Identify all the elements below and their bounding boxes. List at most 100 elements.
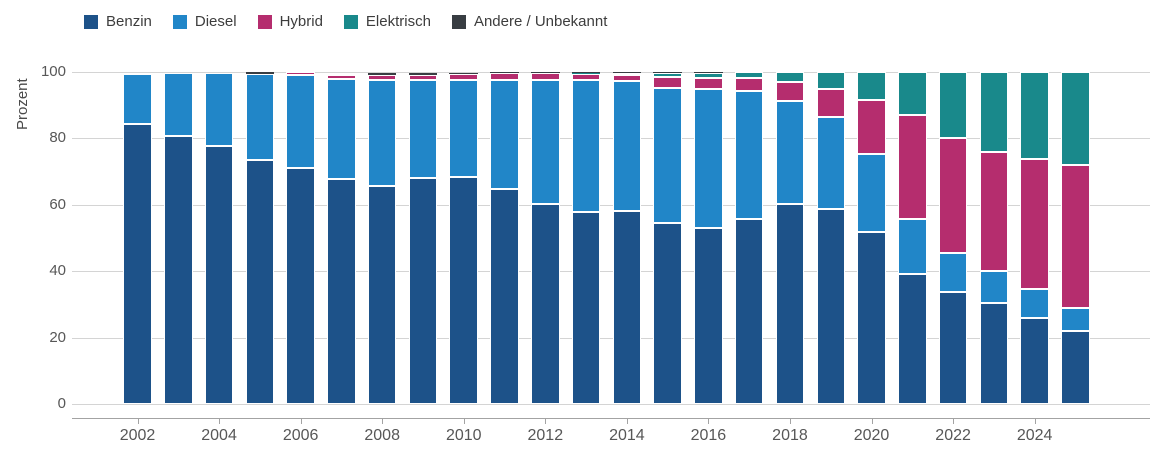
bar-segment-2015-benzin[interactable] — [653, 223, 682, 404]
bar-segment-2024-benzin[interactable] — [1020, 318, 1049, 404]
bar-segment-2014-benzin[interactable] — [612, 210, 642, 404]
bar-segment-2003-benzin[interactable] — [164, 136, 193, 404]
bar-segment-2024-diesel[interactable] — [1020, 289, 1049, 319]
bar-segment-2023-diesel[interactable] — [979, 270, 1009, 304]
bar-segment-2016-hybrid[interactable] — [694, 77, 723, 90]
bar-segment-2009-andere-unbekannt[interactable] — [408, 72, 438, 75]
bar-segment-2016-diesel[interactable] — [694, 89, 723, 229]
legend-item-andere-unbekannt[interactable]: Andere / Unbekannt — [451, 14, 607, 29]
bar-segment-2025-hybrid[interactable] — [1061, 164, 1090, 308]
bar-segment-2017-diesel[interactable] — [734, 91, 764, 220]
bar-segment-2008-benzin[interactable] — [367, 185, 397, 404]
bar-segment-2004-diesel[interactable] — [204, 73, 234, 146]
legend-item-hybrid[interactable]: Hybrid — [257, 14, 323, 29]
bar-segment-2013-benzin[interactable] — [571, 212, 601, 404]
bar-segment-2022-elektrisch[interactable] — [938, 72, 968, 139]
bar-segment-2015-hybrid[interactable] — [653, 77, 682, 88]
bar-segment-2013-diesel[interactable] — [571, 79, 601, 213]
bar-segment-2022-hybrid[interactable] — [938, 138, 968, 254]
bar-segment-2023-hybrid[interactable] — [979, 152, 1009, 271]
bar-segment-2009-diesel[interactable] — [408, 80, 438, 178]
bar-segment-2016-benzin[interactable] — [694, 228, 723, 404]
bar-segment-2010-diesel[interactable] — [449, 79, 478, 177]
bar-segment-2011-diesel[interactable] — [490, 79, 519, 190]
bar-segment-2021-hybrid[interactable] — [898, 115, 927, 220]
bar-segment-2025-elektrisch[interactable] — [1061, 72, 1090, 165]
bar-segment-2011-benzin[interactable] — [490, 189, 519, 404]
bar-segment-2012-andere-unbekannt[interactable] — [531, 72, 560, 73]
bar-segment-2012-hybrid[interactable] — [531, 72, 560, 80]
x-tick-label: 2010 — [445, 427, 482, 444]
bar-segment-2022-diesel[interactable] — [938, 253, 968, 293]
bar-segment-2010-hybrid[interactable] — [449, 73, 478, 80]
bar-segment-2005-diesel[interactable] — [245, 74, 275, 160]
bar-segment-2013-andere-unbekannt[interactable] — [571, 72, 601, 73]
legend-item-elektrisch[interactable]: Elektrisch — [343, 14, 431, 29]
bar-segment-2022-benzin[interactable] — [938, 292, 968, 404]
bar-segment-2012-benzin[interactable] — [531, 204, 560, 404]
bar-segment-2008-diesel[interactable] — [367, 80, 397, 186]
bar-segment-2018-elektrisch[interactable] — [775, 72, 805, 82]
bar-segment-2017-elektrisch[interactable] — [734, 72, 764, 78]
bar-segment-2013-elektrisch[interactable] — [571, 72, 601, 74]
bar-segment-2011-andere-unbekannt[interactable] — [490, 72, 519, 73]
bar-segment-2020-benzin[interactable] — [857, 231, 886, 404]
bar-segment-2019-benzin[interactable] — [816, 209, 845, 404]
bar-segment-2002-diesel[interactable] — [123, 73, 152, 124]
bar-segment-2017-hybrid[interactable] — [734, 77, 764, 92]
bar-segment-2006-diesel[interactable] — [286, 75, 315, 168]
x-tick-label: 2008 — [364, 427, 400, 444]
bar-segment-2014-andere-unbekannt[interactable] — [612, 72, 642, 73]
bar-segment-2019-elektrisch[interactable] — [816, 72, 845, 89]
bar-segment-2023-elektrisch[interactable] — [979, 72, 1009, 153]
y-tick-label: 80 — [49, 129, 66, 147]
bar-segment-2016-andere-unbekannt[interactable] — [694, 72, 723, 73]
bar-segment-2007-andere-unbekannt[interactable] — [327, 72, 356, 76]
bar-segment-2019-hybrid[interactable] — [816, 88, 845, 117]
bar-segment-2014-hybrid[interactable] — [612, 75, 642, 82]
bar-segment-2020-elektrisch[interactable] — [857, 72, 886, 101]
bar-segment-2019-diesel[interactable] — [816, 116, 845, 210]
bar-segment-2021-elektrisch[interactable] — [898, 72, 927, 116]
bar-segment-2004-benzin[interactable] — [204, 145, 234, 404]
bar-segment-2008-hybrid[interactable] — [367, 75, 397, 81]
bar-segment-2025-benzin[interactable] — [1061, 331, 1090, 404]
bar-segment-2024-elektrisch[interactable] — [1020, 72, 1049, 159]
bar-segment-2018-hybrid[interactable] — [775, 81, 805, 101]
bar-segment-2018-benzin[interactable] — [775, 204, 805, 404]
bar-segment-2014-elektrisch[interactable] — [612, 72, 642, 76]
bar-segment-2015-elektrisch[interactable] — [653, 72, 682, 78]
bar-segment-2009-hybrid[interactable] — [408, 74, 438, 81]
bar-segment-2010-benzin[interactable] — [449, 176, 478, 404]
bar-segment-2025-diesel[interactable] — [1061, 307, 1090, 332]
bar-segment-2015-andere-unbekannt[interactable] — [653, 72, 682, 73]
bar-segment-2003-diesel[interactable] — [164, 72, 193, 137]
bar-segment-2007-diesel[interactable] — [327, 79, 356, 179]
bar-segment-2017-benzin[interactable] — [734, 219, 764, 404]
bar-segment-2021-benzin[interactable] — [898, 274, 927, 404]
bar-segment-2012-diesel[interactable] — [531, 79, 560, 205]
bar-segment-2021-diesel[interactable] — [898, 219, 927, 275]
bar-segment-2002-benzin[interactable] — [123, 123, 152, 404]
bar-segment-2011-hybrid[interactable] — [490, 72, 519, 80]
bar-segment-2024-hybrid[interactable] — [1020, 158, 1049, 290]
bar-segment-2013-hybrid[interactable] — [571, 73, 601, 80]
legend-item-diesel[interactable]: Diesel — [172, 14, 237, 29]
bar-segment-2008-andere-unbekannt[interactable] — [367, 73, 397, 76]
bar-segment-2010-andere-unbekannt[interactable] — [449, 72, 478, 74]
bar-segment-2020-hybrid[interactable] — [857, 100, 886, 154]
bar-segment-2015-diesel[interactable] — [653, 87, 682, 224]
bar-segment-2020-diesel[interactable] — [857, 154, 886, 232]
bar-segment-2005-benzin[interactable] — [245, 159, 275, 404]
bar-segment-2016-elektrisch[interactable] — [694, 72, 723, 78]
bar-segment-2005-andere-unbekannt[interactable] — [245, 72, 275, 75]
bar-segment-2023-benzin[interactable] — [979, 303, 1009, 404]
bar-segment-2014-diesel[interactable] — [612, 81, 642, 211]
bar-segment-2006-benzin[interactable] — [286, 167, 315, 404]
bar-segment-2009-benzin[interactable] — [408, 177, 438, 404]
bar-segment-2007-benzin[interactable] — [327, 178, 356, 404]
bar-segment-2006-hybrid[interactable] — [286, 72, 315, 76]
bar-segment-2018-diesel[interactable] — [775, 100, 805, 205]
bar-segment-2007-hybrid[interactable] — [327, 75, 356, 80]
legend-item-benzin[interactable]: Benzin — [84, 14, 152, 29]
